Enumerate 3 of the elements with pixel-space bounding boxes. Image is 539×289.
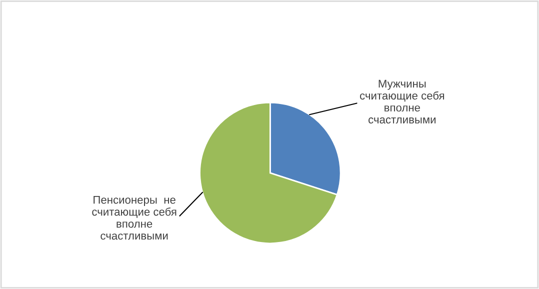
- slice-label: Мужчины считающие себя вполне счастливыми: [360, 80, 444, 124]
- pie-slice: [199, 102, 338, 244]
- slice-label: Пенсионеры не считающие себя вполне счастливыми: [92, 196, 176, 240]
